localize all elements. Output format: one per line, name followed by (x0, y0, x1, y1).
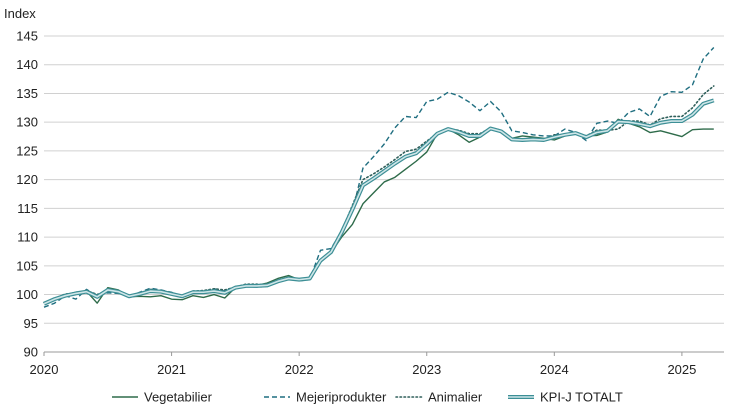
x-axis-ticks: 2020 2021 2022 2023 2024 2025 (30, 351, 724, 377)
legend-label: Vegetabilier (144, 390, 213, 405)
gridlines (44, 35, 724, 353)
y-tick-label: 115 (17, 201, 38, 216)
series-line-animalier (43, 85, 715, 304)
x-tick-label: 2022 (285, 362, 314, 377)
series-line-kpi-j-totalt-outer (43, 98, 715, 306)
legend-label: KPI-J TOTALT (540, 390, 623, 405)
y-tick-label: 105 (16, 258, 38, 273)
y-tick-label: 145 (16, 29, 38, 44)
x-tick-label: 2024 (540, 362, 569, 377)
legend-label: Mejeriprodukter (296, 390, 387, 405)
series-line-vegetabilier (43, 118, 714, 304)
y-tick-label: 110 (17, 230, 38, 245)
y-tick-label: 130 (16, 115, 38, 130)
y-axis-ticks: 90 95 100 105 110 115 120 125 130 135 140 145 (16, 29, 38, 360)
y-tick-label: 135 (16, 86, 38, 101)
y-tick-label: 125 (16, 143, 38, 158)
y-tick-label: 90 (24, 345, 38, 360)
y-tick-label: 100 (16, 287, 38, 302)
x-tick-label: 2021 (157, 362, 186, 377)
series-line-kpi-j-totalt (43, 99, 715, 305)
y-tick-label: 140 (16, 57, 38, 72)
y-axis-title: Index (4, 6, 36, 21)
series-lines (43, 47, 715, 308)
x-tick-label: 2025 (667, 362, 696, 377)
y-tick-label: 120 (16, 172, 38, 187)
series-line-mejeriprodukter (43, 47, 715, 308)
legend: Vegetabilier Mejeriprodukter Animalier KPI-… (112, 390, 623, 405)
legend-label: Animalier (428, 390, 483, 405)
y-tick-label: 95 (24, 316, 38, 331)
x-tick-label: 2020 (30, 362, 59, 377)
x-tick-label: 2023 (412, 362, 441, 377)
